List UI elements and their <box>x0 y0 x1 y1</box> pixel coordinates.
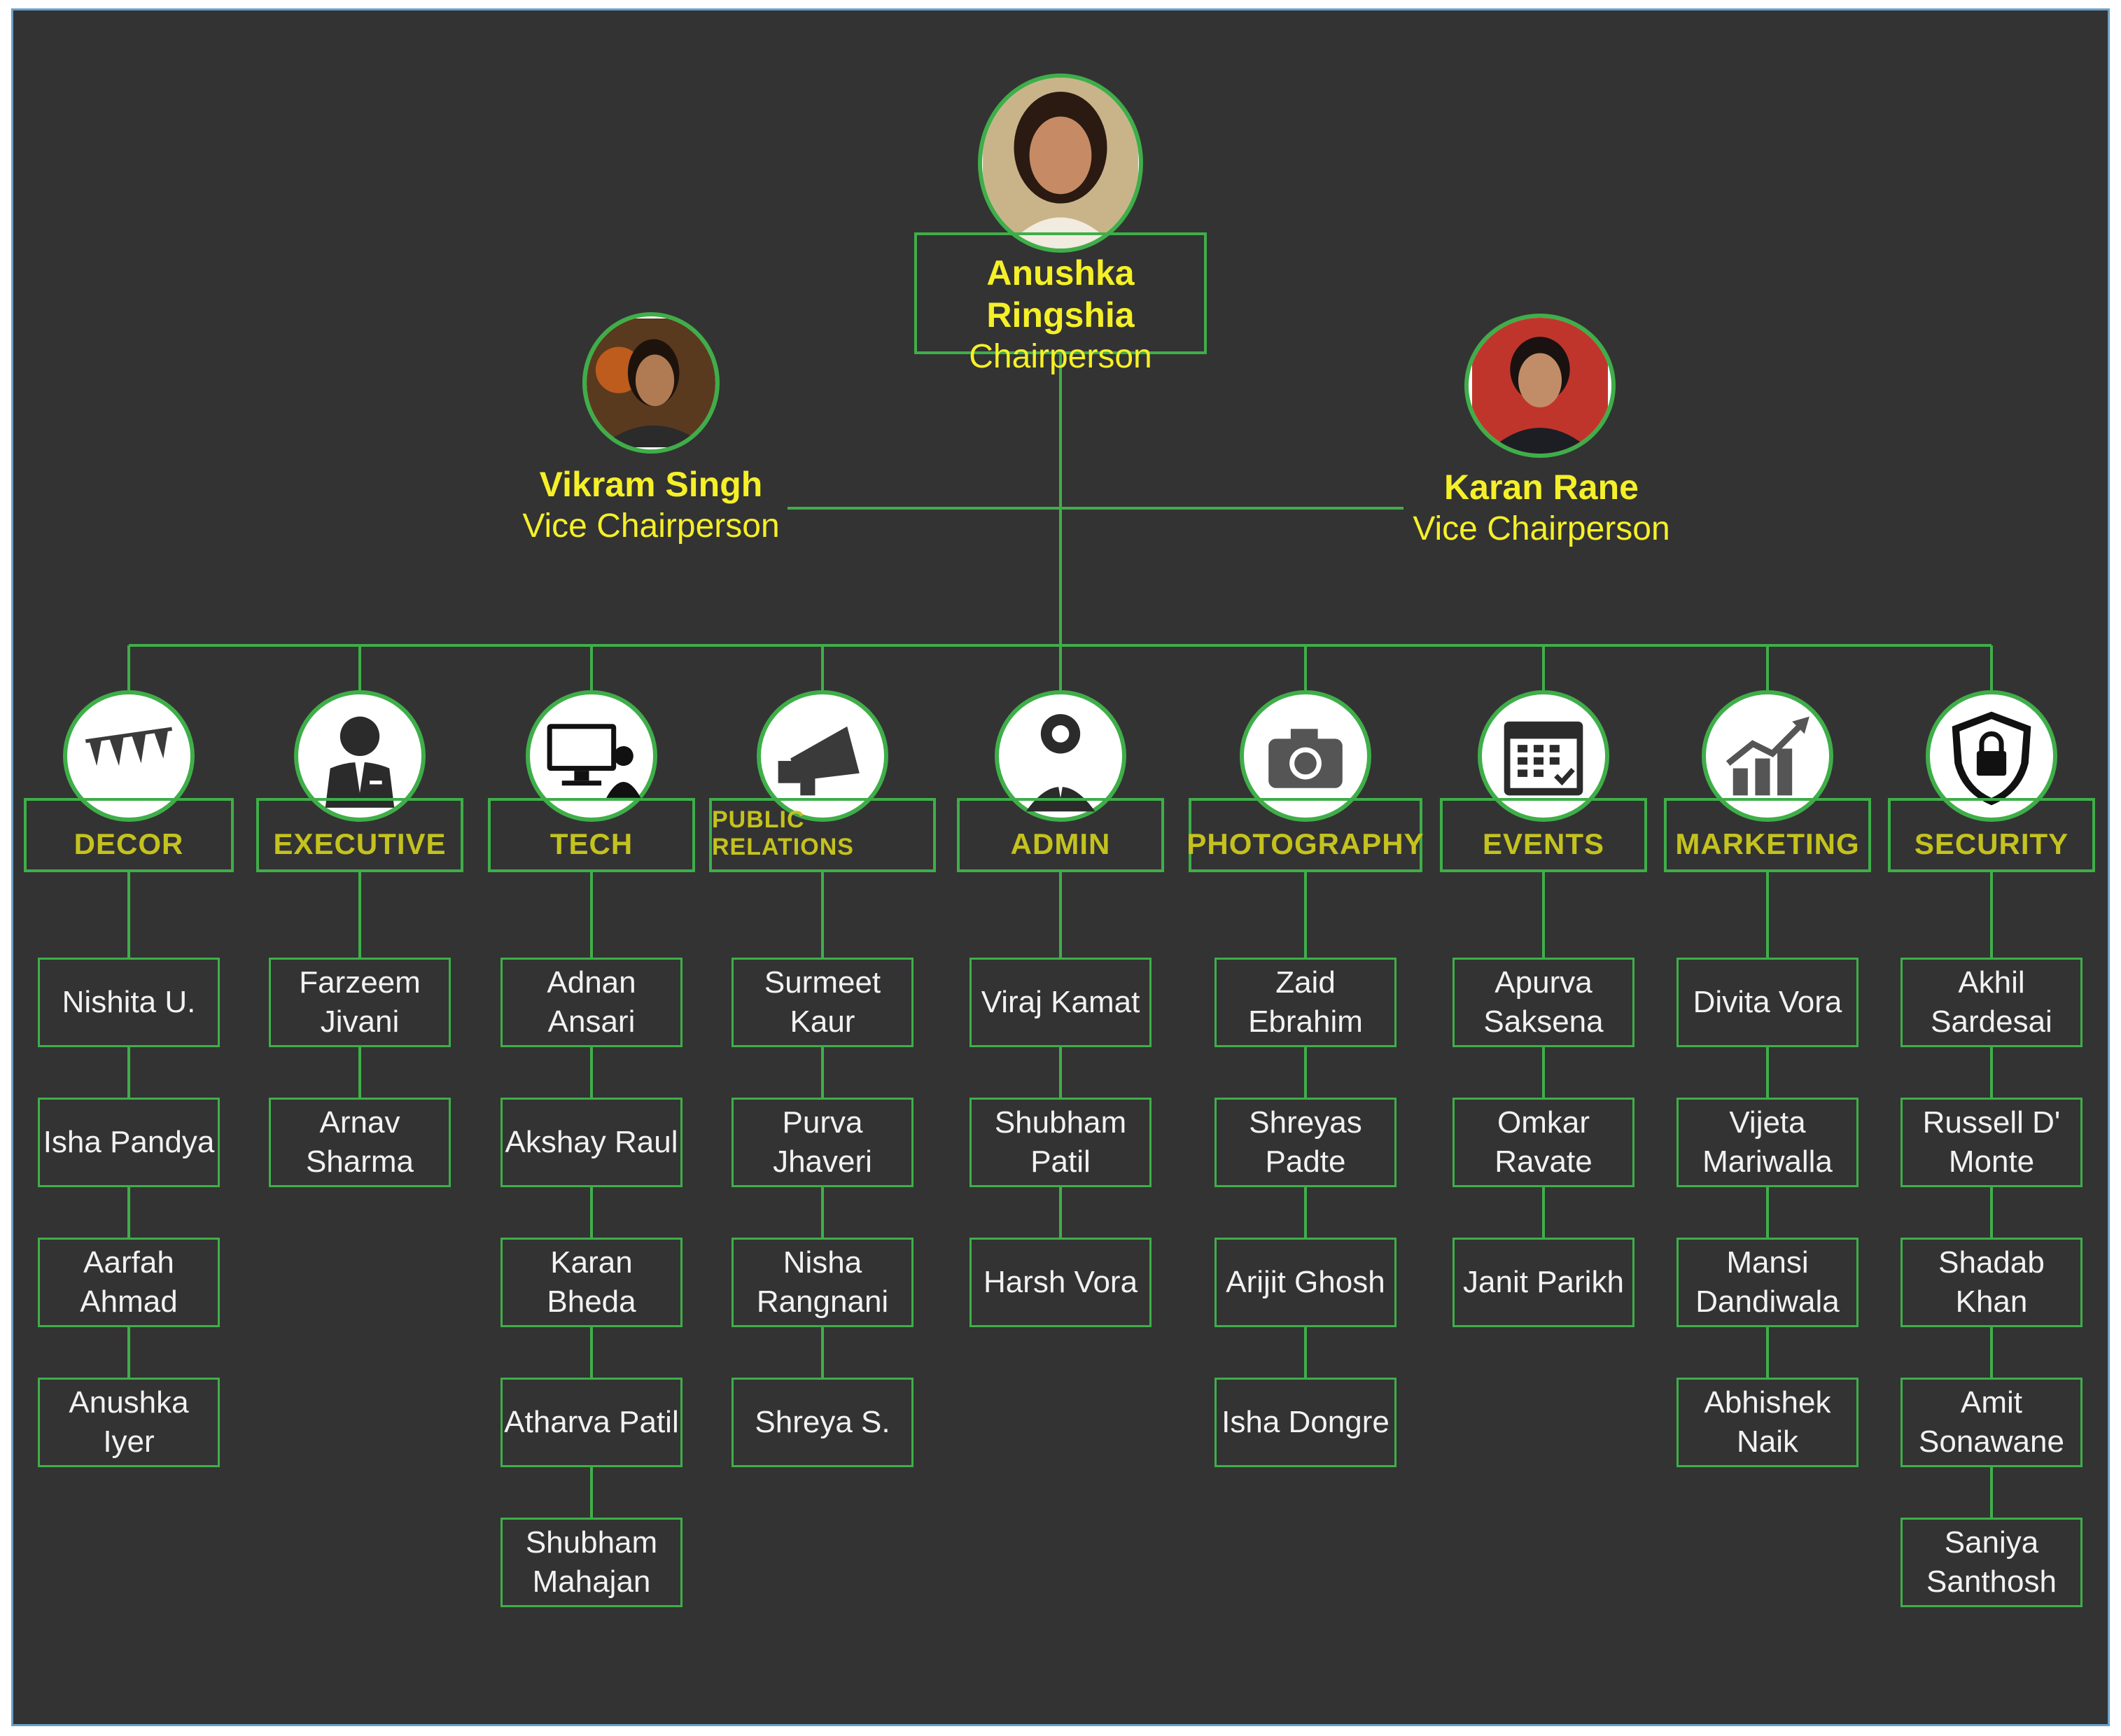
department-label: PUBLIC RELATIONS <box>709 798 936 872</box>
member-card: Farzeem Jivani <box>269 958 451 1047</box>
member-name: Harsh Vora <box>983 1265 1138 1299</box>
member-card: Arnav Sharma <box>269 1098 451 1187</box>
department-label: PHOTOGRAPHY <box>1186 798 1424 872</box>
member-name: Apurva Saksena <box>1483 965 1604 1039</box>
shield-lock-icon <box>1926 690 2057 822</box>
member-name: Isha Pandya <box>43 1125 215 1159</box>
member-card: Omkar Ravate <box>1452 1098 1634 1187</box>
vice-chair-left-name: Vikram Singh <box>539 465 763 504</box>
member-name: Viraj Kamat <box>981 985 1140 1019</box>
department-label: ADMIN <box>957 798 1164 872</box>
member-card: Apurva Saksena <box>1452 958 1634 1047</box>
department-label: MARKETING <box>1664 798 1871 872</box>
org-chart-canvas <box>11 8 2110 1726</box>
chairperson-name: Anushka Ringshia <box>986 253 1135 335</box>
member-name: Aarfah Ahmad <box>80 1245 178 1319</box>
vice-chair-right-avatar <box>1464 314 1616 458</box>
member-card: Nisha Rangnani <box>732 1238 913 1327</box>
member-name: Arnav Sharma <box>305 1105 414 1179</box>
member-card: Divita Vora <box>1676 958 1858 1047</box>
member-card: Anushka Iyer <box>38 1378 220 1467</box>
member-name: Anushka Iyer <box>69 1385 189 1459</box>
member-card: Abhishek Naik <box>1676 1378 1858 1467</box>
chairperson-card: Anushka Ringshia Chairperson <box>914 232 1207 375</box>
member-name: Adnan Ansari <box>547 965 636 1039</box>
member-name: Russell D' Monte <box>1922 1105 2061 1179</box>
member-name: Arijit Ghosh <box>1226 1265 1385 1299</box>
member-name: Shreya S. <box>755 1405 890 1439</box>
person-photo-icon <box>983 78 1138 248</box>
member-name: Omkar Ravate <box>1494 1105 1592 1179</box>
member-name: Surmeet Kaur <box>764 965 881 1039</box>
member-card: Karan Bheda <box>500 1238 682 1327</box>
department-label: EVENTS <box>1440 798 1647 872</box>
member-card: Purva Jhaveri <box>732 1098 913 1187</box>
member-name: Zaid Ebrahim <box>1248 965 1363 1039</box>
member-card: Shadab Khan <box>1900 1238 2082 1327</box>
chairperson-avatar <box>978 74 1143 253</box>
vice-chair-left-card: Vikram Singh Vice Chairperson <box>455 463 847 547</box>
member-name: Atharva Patil <box>504 1405 679 1439</box>
member-card: Amit Sonawane <box>1900 1378 2082 1467</box>
member-card: Viraj Kamat <box>969 958 1152 1047</box>
member-name: Purva Jhaveri <box>773 1105 872 1179</box>
member-card: Janit Parikh <box>1452 1238 1634 1327</box>
member-name: Divita Vora <box>1693 985 1842 1019</box>
member-card: Aarfah Ahmad <box>38 1238 220 1327</box>
member-name: Shadab Khan <box>1938 1245 2045 1319</box>
member-card: Mansi Dandiwala <box>1676 1238 1858 1327</box>
department-label: DECOR <box>24 798 234 872</box>
member-name: Akshay Raul <box>505 1125 678 1159</box>
vice-chair-right-name: Karan Rane <box>1444 468 1639 507</box>
member-card: Akhil Sardesai <box>1900 958 2082 1047</box>
member-card: Harsh Vora <box>969 1238 1152 1327</box>
member-card: Zaid Ebrahim <box>1214 958 1396 1047</box>
member-card: Vijeta Mariwalla <box>1676 1098 1858 1187</box>
vice-chair-left-avatar <box>582 312 720 454</box>
member-name: Nisha Rangnani <box>756 1245 889 1319</box>
person-photo-icon <box>587 318 715 447</box>
member-name: Shubham Patil <box>994 1105 1127 1179</box>
member-name: Isha Dongre <box>1222 1405 1390 1439</box>
member-card: Isha Pandya <box>38 1098 220 1187</box>
vice-chair-left-role: Vice Chairperson <box>522 507 780 545</box>
member-card: Surmeet Kaur <box>732 958 913 1047</box>
member-name: Saniya Santhosh <box>1926 1525 2057 1599</box>
member-name: Vijeta Mariwalla <box>1702 1105 1833 1179</box>
member-name: Shubham Mahajan <box>525 1525 658 1599</box>
department-label: SECURITY <box>1888 798 2095 872</box>
member-card: Arijit Ghosh <box>1214 1238 1396 1327</box>
member-card: Shubham Mahajan <box>500 1518 682 1607</box>
member-card: Nishita U. <box>38 958 220 1047</box>
member-name: Mansi Dandiwala <box>1695 1245 1840 1319</box>
vice-chair-right-card: Karan Rane Vice Chairperson <box>1345 466 1737 550</box>
member-card: Russell D' Monte <box>1900 1098 2082 1187</box>
member-card: Akshay Raul <box>500 1098 682 1187</box>
member-card: Shubham Patil <box>969 1098 1152 1187</box>
member-card: Shreya S. <box>732 1378 913 1467</box>
member-name: Farzeem Jivani <box>299 965 421 1039</box>
vice-chair-right-role: Vice Chairperson <box>1413 510 1670 547</box>
member-name: Karan Bheda <box>547 1245 636 1319</box>
member-card: Isha Dongre <box>1214 1378 1396 1467</box>
department-label: EXECUTIVE <box>256 798 463 872</box>
member-card: Shreyas Padte <box>1214 1098 1396 1187</box>
member-name: Amit Sonawane <box>1919 1385 2064 1459</box>
computer-user-icon <box>526 690 657 822</box>
chairperson-role: Chairperson <box>969 338 1152 375</box>
member-name: Nishita U. <box>62 985 196 1019</box>
member-name: Abhishek Naik <box>1704 1385 1831 1459</box>
person-photo-icon <box>1472 318 1608 454</box>
member-name: Akhil Sardesai <box>1931 965 2052 1039</box>
member-card: Saniya Santhosh <box>1900 1518 2082 1607</box>
member-name: Shreyas Padte <box>1249 1105 1362 1179</box>
member-card: Atharva Patil <box>500 1378 682 1467</box>
member-name: Janit Parikh <box>1463 1265 1624 1299</box>
member-card: Adnan Ansari <box>500 958 682 1047</box>
department-label: TECH <box>488 798 695 872</box>
